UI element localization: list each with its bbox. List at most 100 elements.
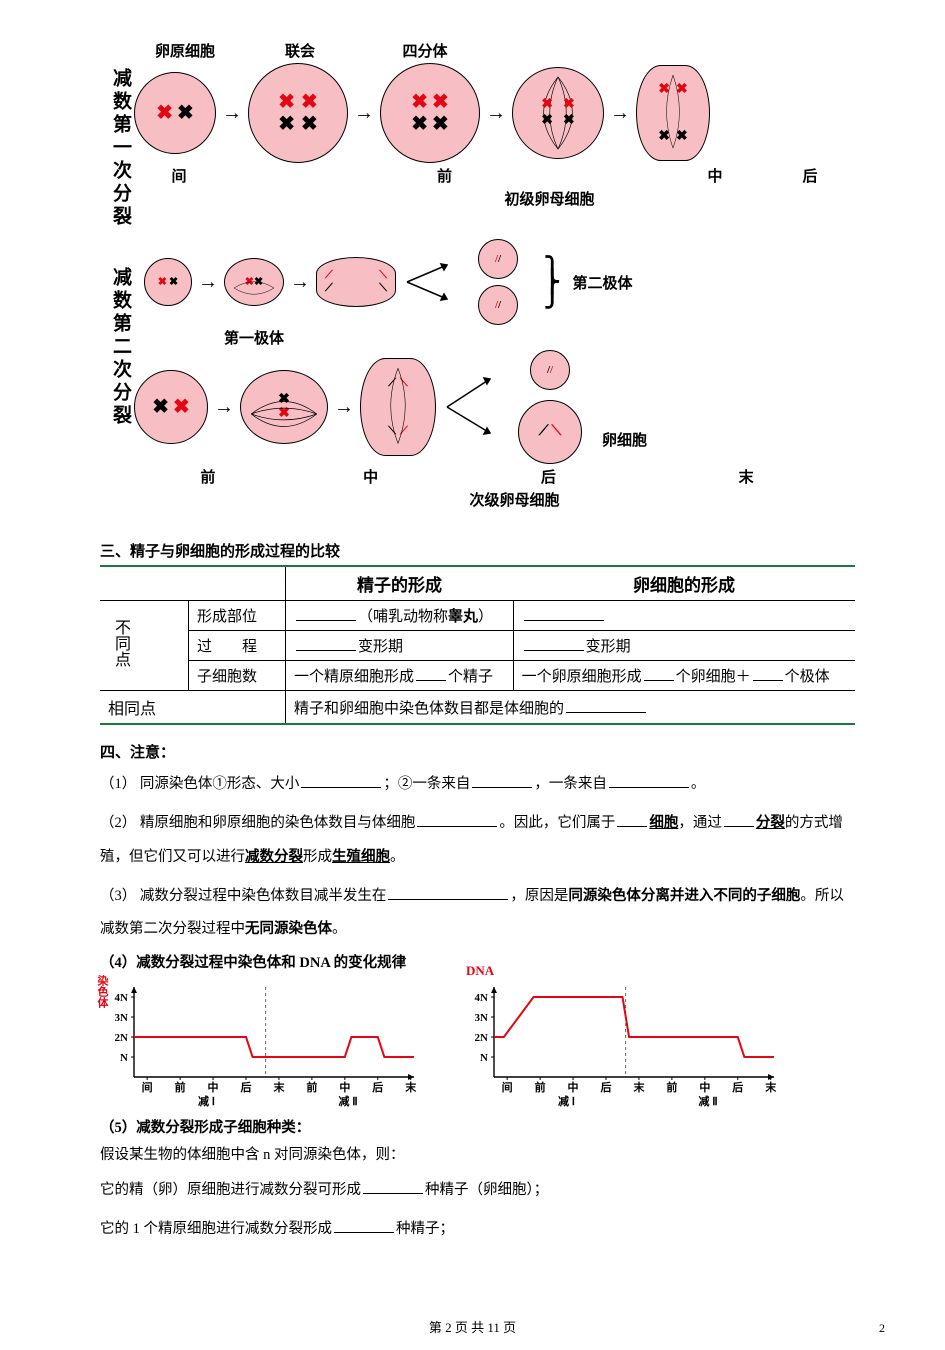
svg-text:3N: 3N — [115, 1012, 129, 1024]
comparison-table: 精子的形成 卵细胞的形成 不同点 形成部位 （哺乳动物称睾丸） 过 程 变形期 … — [100, 565, 855, 725]
table-row-label: 子细胞数 — [189, 661, 286, 691]
svg-text:减 Ⅱ: 减 Ⅱ — [339, 1094, 358, 1108]
svg-text:后: 后 — [601, 1080, 612, 1094]
arrow-icon: → — [290, 271, 310, 294]
page-footer: 第 2 页 共 11 页 — [0, 1317, 945, 1336]
cell-anaphase1: ✖✖ ✖✖ — [636, 65, 710, 161]
note-1: （1） 同源染色体①形态、大小；②一条来自，一条来自。 — [100, 768, 855, 801]
svg-text:N: N — [480, 1052, 488, 1064]
egg-cell-label: 卵细胞 — [602, 429, 647, 450]
svg-text:中: 中 — [208, 1080, 219, 1094]
arrow-icon: → — [222, 102, 242, 125]
note-5c: 它的 1 个精原细胞进行减数分裂形成种精子； — [100, 1213, 855, 1246]
note-5-title: （5）减数分裂形成子细胞种类： — [100, 1118, 855, 1138]
stage-label: 后 — [765, 165, 855, 186]
second-polar-body: // — [478, 239, 518, 279]
polar-body-1-pro: ✖✖ — [144, 258, 192, 306]
note-5a: 假设某生物的体细胞中含 n 对同源染色体，则： — [100, 1144, 855, 1167]
stage-label: 后 — [493, 466, 603, 487]
split-arrow-icon — [442, 367, 512, 447]
svg-text:中: 中 — [568, 1080, 579, 1094]
arrow-icon: → — [610, 102, 630, 125]
svg-text:4N: 4N — [115, 992, 129, 1004]
table-row-label: 过 程 — [189, 631, 286, 661]
arrow-icon: → — [334, 396, 354, 419]
svg-text:3N: 3N — [475, 1012, 489, 1024]
note-3: （3） 减数分裂过程中染色体数目减半发生在，原因是同源染色体分离并进入不同的子细… — [100, 880, 855, 947]
svg-text:2N: 2N — [115, 1032, 129, 1044]
svg-text:间: 间 — [142, 1081, 153, 1094]
label-tetrad: 四分体 — [370, 40, 480, 61]
dna-chart: DNA 4N3N2NN间前中后末前中后末减 Ⅰ减 Ⅱ — [460, 979, 780, 1114]
meiosis-2-diagram: 减数第二次分裂 ✖✖ → ✖✖ → — [100, 239, 855, 510]
page-number-right: 2 — [879, 1321, 885, 1336]
table-cell: （哺乳动物称睾丸） — [286, 601, 514, 631]
spindle-icon — [229, 263, 279, 313]
svg-text:中: 中 — [339, 1080, 350, 1094]
chart-svg: 4N 3N 2N N 间 前 中 后 末 前 中 后 末减 Ⅰ 减 Ⅱ — [100, 979, 420, 1109]
svg-text:前: 前 — [306, 1080, 317, 1094]
svg-text:前: 前 — [666, 1080, 677, 1094]
svg-text:N: N — [120, 1052, 128, 1064]
chart-pair: 染色体 4N3N2NN间前中后末前中后末减 Ⅰ减 Ⅱ DNA 4N3N2NN间前… — [100, 979, 855, 1114]
y-axis-label: DNA — [466, 963, 494, 979]
section-3-title: 三、精子与卵细胞的形成过程的比较 — [100, 540, 855, 561]
svg-text:末: 末 — [404, 1080, 417, 1094]
y-axis-label: 染色体 — [94, 975, 110, 1008]
svg-text:4N: 4N — [475, 992, 489, 1004]
svg-text:2N: 2N — [475, 1032, 489, 1044]
svg-text:后: 后 — [732, 1080, 743, 1094]
svg-text:前: 前 — [535, 1080, 546, 1094]
note-5b: 它的精（卵）原细胞进行减数分裂可形成种精子（卵细胞）； — [100, 1174, 855, 1207]
table-cell: 变形期 — [286, 631, 514, 661]
arrow-icon: → — [486, 102, 506, 125]
cell-metaphase1: ✖✖ ✖✖ — [512, 67, 604, 159]
svg-text:后: 后 — [372, 1080, 383, 1094]
secondary-oocyte-label: 次级卵母细胞 — [174, 489, 855, 510]
svg-text:末: 末 — [764, 1080, 777, 1094]
split-arrow-icon — [402, 257, 472, 307]
svg-text:减 Ⅰ: 减 Ⅰ — [198, 1094, 215, 1108]
egg-cell: ⟋⟍ — [518, 400, 582, 464]
stage-label: 前 — [390, 165, 500, 186]
stage-label: 末 — [671, 466, 821, 487]
stage-label: 中 — [316, 466, 426, 487]
note-2: （2） 精原细胞和卵原细胞的染色体数目与体细胞。因此，它们属于细胞，通过分裂的方… — [100, 807, 855, 874]
table-header-sperm: 精子的形成 — [286, 566, 514, 601]
secondary-oocyte-meta: ✖✖ — [240, 370, 328, 444]
secondary-oocyte-pro: ✖✖ — [134, 370, 208, 444]
table-header-egg: 卵细胞的形成 — [513, 566, 855, 601]
polar-body-1-meta: ✖✖ — [224, 258, 284, 306]
primary-oocyte-label: 初级卵母细胞 — [244, 188, 855, 209]
chromosome-chart: 染色体 4N3N2NN间前中后末前中后末减 Ⅰ减 Ⅱ — [100, 979, 420, 1114]
table-row-label: 形成部位 — [189, 601, 286, 631]
table-group-diff: 不同点 — [100, 601, 189, 691]
table-cell: 一个卵原细胞形成个卵细胞＋个极体 — [513, 661, 855, 691]
svg-text:中: 中 — [699, 1080, 710, 1094]
meiosis-1-side-label: 减数第一次分裂 — [100, 40, 134, 229]
table-cell: 变形期 — [513, 631, 855, 661]
second-polar-body: // — [478, 285, 518, 325]
stage-label: 前 — [168, 466, 248, 487]
svg-text:间: 间 — [502, 1081, 513, 1094]
arrow-icon: → — [354, 102, 374, 125]
svg-text:减 Ⅱ: 减 Ⅱ — [699, 1094, 718, 1108]
label-synapsis: 联会 — [240, 40, 360, 61]
cell-interphase: ✖ ✖ — [134, 72, 216, 154]
svg-text:后: 后 — [241, 1080, 252, 1094]
chart-svg: 4N3N2NN间前中后末前中后末减 Ⅰ减 Ⅱ — [460, 979, 780, 1109]
meiosis-2-side-label: 减数第二次分裂 — [100, 239, 134, 428]
cell-tetrad: ✖✖ ✖✖ — [380, 63, 480, 163]
svg-text:末: 末 — [272, 1080, 285, 1094]
page: 减数第一次分裂 卵原细胞 联会 四分体 ✖ ✖ → ✖✖ — [0, 0, 945, 1350]
table-cell — [513, 601, 855, 631]
svg-text:末: 末 — [632, 1080, 645, 1094]
second-polar-body: // — [530, 350, 570, 390]
section-4-title: 四、注意： — [100, 741, 855, 762]
svg-text:前: 前 — [175, 1080, 186, 1094]
table-cell: 精子和卵细胞中染色体数目都是体细胞的 — [286, 691, 856, 725]
second-polar-body-label: 第二极体 — [573, 272, 633, 293]
label-oogonium: 卵原细胞 — [140, 40, 230, 61]
stage-label: 中 — [665, 165, 765, 186]
arrow-icon: → — [214, 396, 234, 419]
